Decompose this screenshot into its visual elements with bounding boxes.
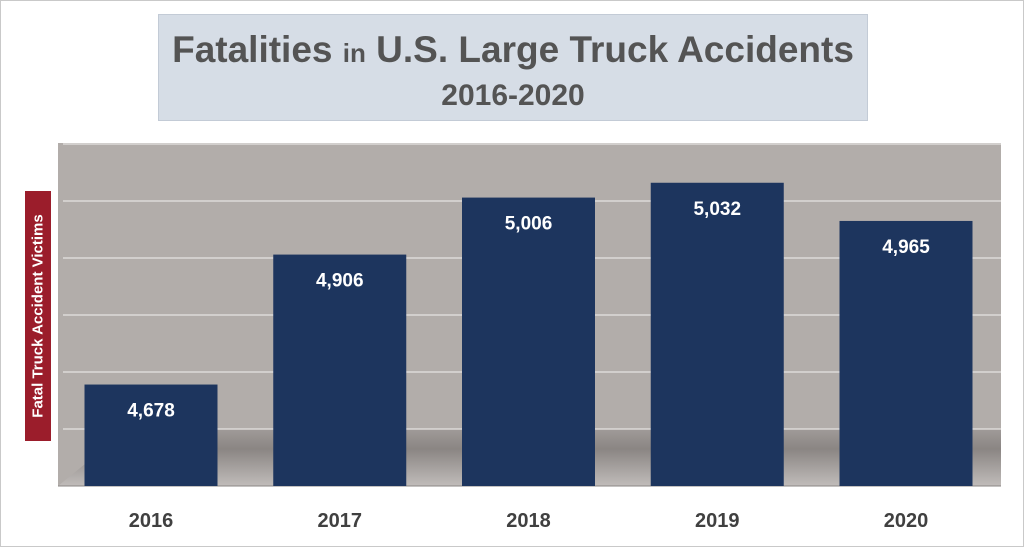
x-tick-labels: 2016 2017 2018 2019 2020 xyxy=(129,510,929,532)
data-label-2020: 4,965 xyxy=(882,237,930,258)
x-tick-2020: 2020 xyxy=(884,510,929,532)
data-label-2016: 4,678 xyxy=(127,401,175,422)
title-box: Fatalities in U.S. Large Truck Accidents… xyxy=(158,14,868,121)
x-tick-2018: 2018 xyxy=(506,510,551,532)
bar-2019 xyxy=(650,182,784,486)
data-label-2018: 5,006 xyxy=(505,214,553,235)
x-tick-2017: 2017 xyxy=(318,510,363,532)
data-labels: 4,678 4,906 5,006 5,032 4,965 xyxy=(127,199,930,422)
chart-title-rest: U.S. Large Truck Accidents xyxy=(376,29,854,70)
chart-subtitle: 2016-2020 xyxy=(441,79,585,112)
chart-title-in: in xyxy=(342,38,366,68)
y-axis-label-box: Fatal Truck Accident Victims xyxy=(25,191,51,441)
bar-2016 xyxy=(84,384,218,486)
y-axis-label: Fatal Truck Accident Victims xyxy=(29,214,47,418)
data-label-2017: 4,906 xyxy=(316,271,364,292)
bar-2018 xyxy=(462,197,595,486)
chart-title: Fatalities in U.S. Large Truck Accidents xyxy=(159,29,867,71)
bars xyxy=(84,182,973,486)
data-label-2019: 5,032 xyxy=(693,199,741,220)
chart-title-main: Fatalities xyxy=(172,29,333,70)
x-tick-2019: 2019 xyxy=(695,510,740,532)
x-tick-2016: 2016 xyxy=(129,510,174,532)
bar-2020 xyxy=(839,220,973,486)
bar-2017 xyxy=(273,254,407,486)
